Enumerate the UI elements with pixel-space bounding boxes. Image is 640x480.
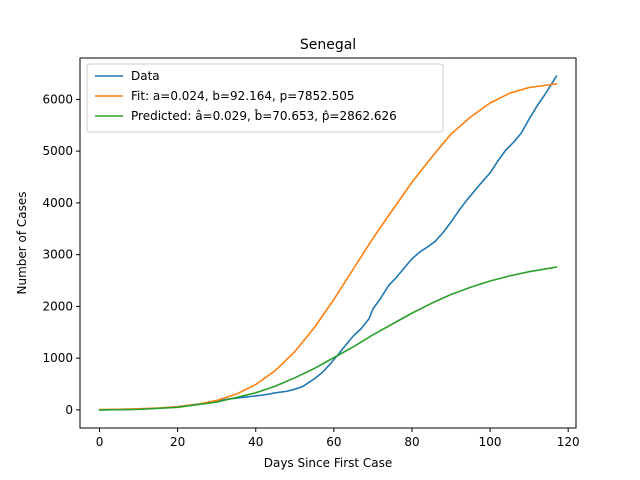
plot-frame: [79, 57, 577, 429]
x-tick-label: 80: [404, 435, 419, 449]
x-tick-label: 100: [479, 435, 502, 449]
chart-title: Senegal: [300, 37, 356, 53]
y-axis-label: Number of Cases: [15, 191, 29, 294]
x-tick-label: 40: [248, 435, 263, 449]
legend-label-2: Fit: a=0.024, b=92.164, p=7852.505: [131, 89, 355, 103]
y-tick-label: 2000: [42, 299, 73, 313]
plot-area: [98, 75, 558, 411]
y-axis: 0 1000 2000 3000 4000 5000 6000: [42, 92, 80, 417]
x-tick-label: 0: [96, 435, 104, 449]
legend-label-3: Predicted: â=0.029, b̂=70.653, p̂=2862.6…: [131, 109, 397, 123]
legend-label-1: Data: [131, 69, 160, 83]
x-tick-label: 120: [557, 435, 580, 449]
x-axis-label: Days Since First Case: [264, 456, 393, 470]
y-tick-label: 3000: [42, 248, 73, 262]
y-tick-label: 4000: [42, 196, 73, 210]
y-tick-label: 1000: [42, 351, 73, 365]
x-tick-label: 20: [170, 435, 185, 449]
legend-box: [86, 63, 444, 133]
x-axis: 0 20 40 60 80 100 120: [96, 428, 580, 449]
legend: Data Fit: a=0.024, b=92.164, p=7852.505 Pr…: [86, 63, 444, 133]
y-tick-label: 5000: [42, 144, 73, 158]
y-tick-label: 0: [65, 403, 73, 417]
series-line-3: [98, 266, 558, 411]
y-tick-label: 6000: [42, 92, 73, 106]
x-tick-label: 60: [326, 435, 341, 449]
